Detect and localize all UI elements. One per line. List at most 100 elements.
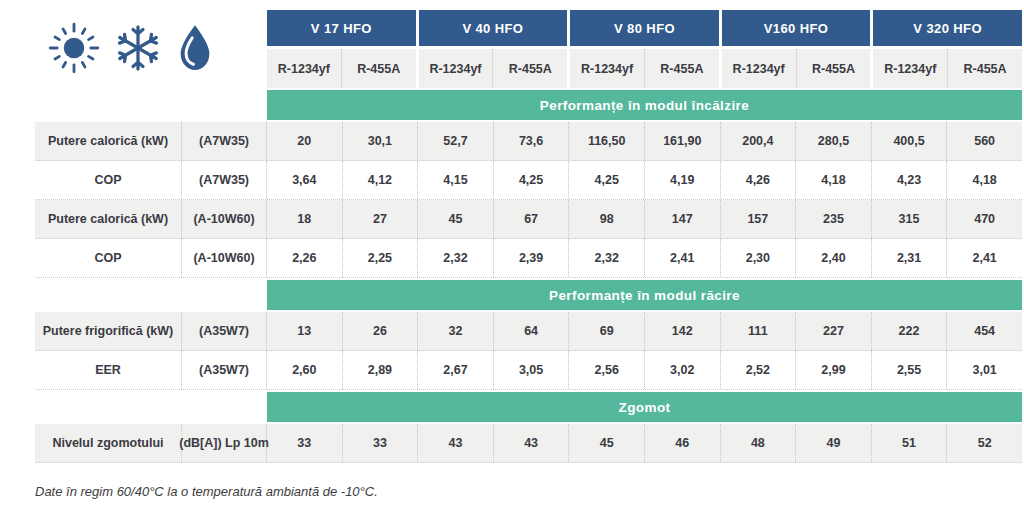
value-cell: 52 [947,424,1022,462]
value-cell: 33 [343,424,419,462]
section-heating: Putere calorică (kW) (A7W35) 20 30,1 52,… [35,122,1022,278]
value-cell: 227 [796,312,872,350]
value-cell: 2,32 [569,239,645,277]
value-cell: 2,52 [721,351,797,389]
row-condition: (A-10W60) [182,200,267,238]
value-cell: 20 [267,122,343,160]
value-cell: 142 [645,312,721,350]
row-condition: (A35W7) [182,351,267,389]
value-cell: 157 [721,200,797,238]
value-cell: 2,60 [267,351,343,389]
section-banner-cooling: Performanțe în modul răcire [267,280,1022,310]
value-cell: 43 [494,424,570,462]
table-row: Nivelul zgomotului (dB[A]) Lp 10m 33 33 … [35,424,1022,463]
value-cell: 560 [947,122,1022,160]
value-cell: 3,05 [494,351,570,389]
value-cell: 33 [267,424,343,462]
value-cell: 147 [645,200,721,238]
refrigerant-header: R-455A [797,49,874,88]
value-cell: 2,41 [645,239,721,277]
row-label: COP [35,239,182,277]
value-cell: 2,39 [494,239,570,277]
value-cell: 280,5 [796,122,872,160]
value-cell: 2,31 [872,239,948,277]
refrigerant-header: R-1234yf [267,49,342,88]
value-cell: 400,5 [872,122,948,160]
value-cell: 235 [796,200,872,238]
value-cell: 3,02 [645,351,721,389]
section-noise: Nivelul zgomotului (dB[A]) Lp 10m 33 33 … [35,424,1022,463]
model-header-v17: V 17 HFO [267,10,416,46]
value-cell: 4,12 [343,161,419,199]
table-row: Putere calorică (kW) (A-10W60) 18 27 45 … [35,200,1022,239]
value-cell: 4,19 [645,161,721,199]
refrigerant-header: R-455A [342,49,419,88]
value-cell: 30,1 [343,122,419,160]
value-cell: 48 [721,424,797,462]
value-cell: 52,7 [418,122,494,160]
table-row: Putere frigorifică (kW) (A35W7) 13 26 32… [35,312,1022,351]
row-label: Putere calorică (kW) [35,200,182,238]
model-header-v40: V 40 HFO [419,10,568,46]
row-condition: (A7W35) [182,122,267,160]
section-banner-heating: Performanțe în modul încălzire [267,90,1022,120]
refrigerant-header: R-455A [645,49,722,88]
value-cell: 2,40 [796,239,872,277]
value-cell: 13 [267,312,343,350]
refrigerant-header: R-1234yf [419,49,494,88]
value-cell: 2,25 [343,239,419,277]
value-cell: 315 [872,200,948,238]
value-cell: 454 [947,312,1022,350]
value-cell: 3,64 [267,161,343,199]
row-label: Putere frigorifică (kW) [35,312,182,350]
value-cell: 2,56 [569,351,645,389]
value-cell: 2,55 [872,351,948,389]
refrigerant-header: R-1234yf [722,49,797,88]
row-label: Putere calorică (kW) [35,122,182,160]
value-cell: 4,15 [418,161,494,199]
value-cell: 73,6 [494,122,570,160]
section-banner-noise: Zgomot [267,392,1022,422]
value-cell: 4,25 [569,161,645,199]
value-cell: 2,26 [267,239,343,277]
refrigerant-header-row: R-1234yf R-455A R-1234yf R-455A R-1234yf… [267,49,1022,88]
model-header-v320: V 320 HFO [873,10,1022,46]
row-label: EER [35,351,182,389]
value-cell: 64 [494,312,570,350]
value-cell: 45 [569,424,645,462]
model-header-v160: V160 HFO [722,10,871,46]
refrigerant-header: R-1234yf [873,49,948,88]
value-cell: 49 [796,424,872,462]
value-cell: 4,18 [796,161,872,199]
value-cell: 222 [872,312,948,350]
row-condition: (dB[A]) Lp 10m [182,424,267,462]
value-cell: 4,26 [721,161,797,199]
table-row: Putere calorică (kW) (A7W35) 20 30,1 52,… [35,122,1022,161]
value-cell: 200,4 [721,122,797,160]
value-cell: 4,25 [494,161,570,199]
refrigerant-header: R-455A [948,49,1022,88]
value-cell: 111 [721,312,797,350]
value-cell: 2,67 [418,351,494,389]
value-cell: 161,90 [645,122,721,160]
table-row: COP (A7W35) 3,64 4,12 4,15 4,25 4,25 4,1… [35,161,1022,200]
value-cell: 470 [947,200,1022,238]
value-cell: 2,89 [343,351,419,389]
value-cell: 116,50 [569,122,645,160]
value-cell: 45 [418,200,494,238]
model-header-row: V 17 HFO V 40 HFO V 80 HFO V160 HFO V 32… [267,10,1022,46]
value-cell: 98 [569,200,645,238]
footnote: Date în regim 60/40°C la o temperatură a… [35,484,378,499]
value-cell: 27 [343,200,419,238]
value-cell: 32 [418,312,494,350]
row-label: COP [35,161,182,199]
value-cell: 51 [872,424,948,462]
value-cell: 2,30 [721,239,797,277]
value-cell: 69 [569,312,645,350]
row-label: Nivelul zgomotului [35,424,182,462]
value-cell: 2,99 [796,351,872,389]
section-cooling: Putere frigorifică (kW) (A35W7) 13 26 32… [35,312,1022,390]
value-cell: 4,18 [947,161,1022,199]
value-cell: 4,23 [872,161,948,199]
spec-table: V 17 HFO V 40 HFO V 80 HFO V160 HFO V 32… [35,10,1022,463]
